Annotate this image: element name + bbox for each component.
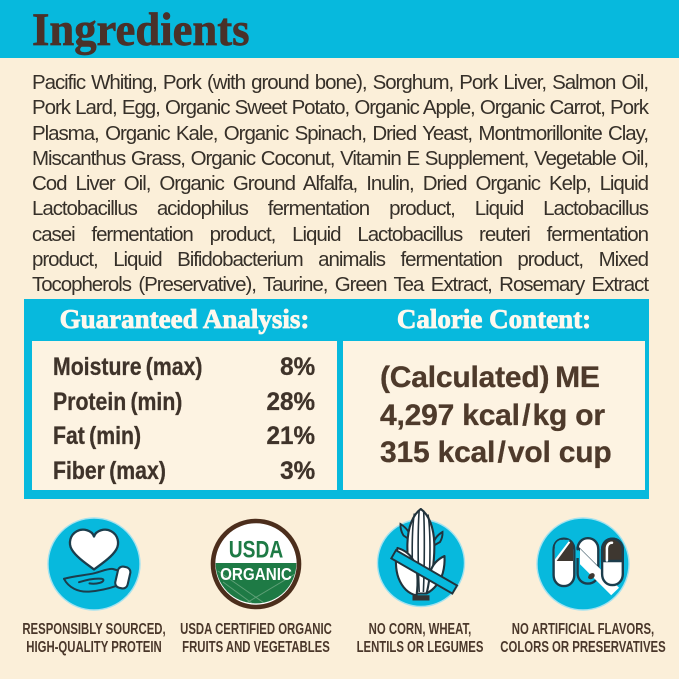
svg-text:USDA: USDA	[229, 535, 284, 563]
svg-text:ORGANIC: ORGANIC	[220, 565, 292, 584]
